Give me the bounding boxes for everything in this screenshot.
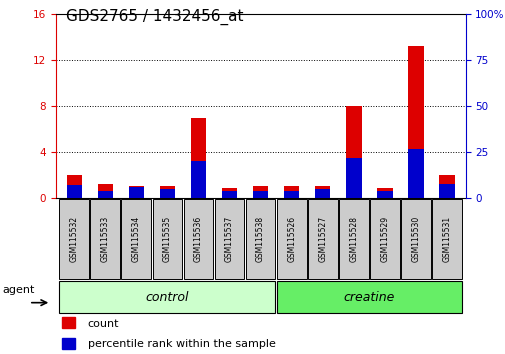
Bar: [97, 191, 113, 198]
Bar: [66, 185, 82, 198]
Bar: [283, 185, 299, 198]
Text: GSM115537: GSM115537: [225, 216, 234, 262]
Text: GSM115528: GSM115528: [348, 216, 358, 262]
Bar: [345, 106, 361, 198]
Bar: [62, 318, 75, 328]
Text: GSM115534: GSM115534: [132, 216, 140, 262]
Bar: [128, 185, 144, 198]
Bar: [283, 191, 299, 198]
Text: GSM115527: GSM115527: [318, 216, 327, 262]
Text: GSM115532: GSM115532: [70, 216, 79, 262]
FancyBboxPatch shape: [431, 199, 461, 279]
FancyBboxPatch shape: [90, 199, 120, 279]
Bar: [407, 149, 423, 198]
Bar: [62, 338, 75, 349]
Bar: [160, 185, 175, 198]
Text: GSM115530: GSM115530: [411, 216, 420, 262]
Bar: [314, 185, 330, 198]
Bar: [221, 188, 237, 198]
FancyBboxPatch shape: [307, 199, 337, 279]
Text: GSM115533: GSM115533: [100, 216, 110, 262]
FancyBboxPatch shape: [369, 199, 399, 279]
Bar: [376, 191, 392, 198]
Text: GSM115529: GSM115529: [380, 216, 388, 262]
Text: GSM115536: GSM115536: [193, 216, 203, 262]
Bar: [376, 188, 392, 198]
FancyBboxPatch shape: [152, 199, 182, 279]
FancyBboxPatch shape: [276, 281, 461, 313]
FancyBboxPatch shape: [338, 199, 368, 279]
Text: GDS2765 / 1432456_at: GDS2765 / 1432456_at: [66, 9, 243, 25]
Bar: [438, 175, 454, 198]
Bar: [407, 46, 423, 198]
Bar: [190, 118, 206, 198]
Text: control: control: [145, 291, 189, 304]
Text: percentile rank within the sample: percentile rank within the sample: [87, 339, 275, 349]
Bar: [66, 175, 82, 198]
Bar: [221, 191, 237, 198]
Bar: [190, 161, 206, 198]
Text: GSM115535: GSM115535: [163, 216, 172, 262]
Bar: [345, 158, 361, 198]
Text: creatine: creatine: [343, 291, 394, 304]
Bar: [438, 183, 454, 198]
FancyBboxPatch shape: [59, 281, 275, 313]
FancyBboxPatch shape: [121, 199, 151, 279]
Bar: [252, 191, 268, 198]
Bar: [314, 189, 330, 198]
FancyBboxPatch shape: [59, 199, 89, 279]
Text: GSM115538: GSM115538: [256, 216, 265, 262]
FancyBboxPatch shape: [183, 199, 213, 279]
FancyBboxPatch shape: [276, 199, 306, 279]
FancyBboxPatch shape: [214, 199, 244, 279]
Text: count: count: [87, 319, 119, 329]
Text: agent: agent: [3, 285, 35, 295]
Bar: [97, 184, 113, 198]
FancyBboxPatch shape: [245, 199, 275, 279]
Text: GSM115526: GSM115526: [286, 216, 295, 262]
Bar: [128, 187, 144, 198]
Bar: [160, 189, 175, 198]
Bar: [252, 185, 268, 198]
Text: GSM115531: GSM115531: [441, 216, 450, 262]
FancyBboxPatch shape: [400, 199, 430, 279]
